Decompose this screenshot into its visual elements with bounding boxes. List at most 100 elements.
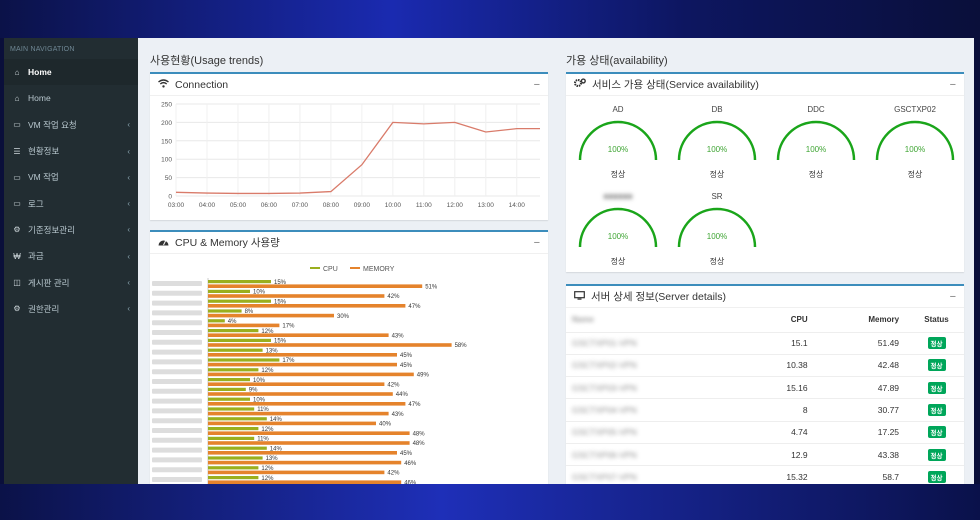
memory-bar [208, 421, 376, 426]
memory-bar [208, 470, 385, 475]
cpu-bar [208, 329, 259, 333]
cpu-cell: 15.32 [747, 465, 818, 484]
gauge-percent: 100% [607, 145, 629, 154]
gauge-name: DDC [807, 105, 825, 114]
sidebar-item-1[interactable]: ⌂ Home [4, 85, 138, 111]
server-name-cell: GSCTXP06-VPN [566, 442, 748, 466]
sidebar-item-label: Home [28, 67, 52, 78]
sidebar-item-3[interactable]: ☰ 현황정보 ‹ [4, 138, 138, 164]
cpu-bar-label: 14% [270, 417, 283, 423]
cpu-cell: 12.9 [747, 442, 818, 466]
memory-cell: 51.49 [817, 331, 910, 355]
cpu-bar-label: 15% [274, 299, 287, 305]
wifi-icon [158, 78, 169, 91]
memory-bar-label: 45% [400, 353, 413, 359]
table-row[interactable]: GSCTXP04-VPN 8 30.77 정상 [566, 398, 964, 422]
sidebar-item-5[interactable]: ▭ 로그 ‹ [4, 190, 138, 216]
cpu-bar-label: 11% [257, 437, 269, 443]
category-label-redacted [152, 477, 202, 482]
memory-bar-label: 48% [413, 441, 426, 447]
memory-bar [208, 313, 334, 318]
category-label-redacted [152, 290, 202, 296]
server-name-cell: GSCTXP04-VPN [566, 398, 748, 422]
cpu-bar-label: 17% [282, 358, 295, 364]
table-row[interactable]: GSCTXP02-VPN 10.38 42.48 정상 [566, 353, 964, 377]
connection-collapse-button[interactable]: − [533, 78, 540, 91]
sidebar-menu: ⌂ Home ⌂ Home ▭ VM 작업 요청 ‹ ☰ 현황정보 ‹ ▭ VM 작업 ‹ ▭ 로그 ‹ ⚙ 기준… [4, 59, 138, 322]
server-name-cell: GSCTXP07-VPN [566, 465, 748, 484]
x-tick-label: 12:00 [447, 202, 464, 209]
cpu-bar [208, 456, 263, 460]
table-row[interactable]: GSCTXP07-VPN 15.32 58.7 정상 [566, 465, 964, 484]
table-row[interactable]: GSCTXP01-VPN 15.1 51.49 정상 [566, 331, 964, 355]
cpu-memory-bar-chart: CPU MEMORY 15% 51% 10% 42% 15% 47% 8% 30% 4% 17% 12%… [152, 266, 467, 484]
cpu-bar [208, 309, 242, 313]
table-row[interactable]: GSCTXP06-VPN 12.9 43.38 정상 [566, 442, 964, 466]
server-name-cell: GSCTXP05-VPN [566, 420, 748, 444]
x-tick-label: 14:00 [509, 202, 526, 209]
memory-cell: 47.89 [817, 376, 910, 399]
cpu-bar [208, 299, 271, 303]
category-label-redacted [152, 281, 202, 286]
memory-cell: 43.38 [817, 442, 910, 466]
sidebar-item-0[interactable]: ⌂ Home [4, 59, 138, 86]
memory-bar-label: 17% [282, 324, 295, 330]
service-gauge: ■■■■■■ 100% 정상 [570, 191, 666, 267]
gauge-percent: 100% [607, 232, 629, 241]
cpu-cell: 15.1 [747, 331, 818, 355]
memory-bar-label: 47% [408, 402, 421, 408]
cpu-bar [208, 427, 259, 431]
sidebar-item-7[interactable]: ₩ 과금 ‹ [4, 243, 138, 269]
server-details-collapse-button[interactable]: − [949, 290, 956, 303]
service-availability-collapse-button[interactable]: − [949, 78, 956, 91]
gauge-percent: 100% [706, 145, 728, 154]
category-label-redacted [152, 437, 202, 443]
x-tick-label: 04:00 [199, 202, 216, 209]
category-label-redacted [152, 428, 202, 433]
cpu-bar-label: 9% [249, 388, 258, 394]
cpu-bar [208, 397, 250, 401]
gauge-status: 정상 [907, 170, 923, 179]
status-cell: 정상 [909, 353, 964, 377]
chevron-left-icon: ‹ [127, 146, 130, 156]
memory-bar [208, 411, 389, 416]
memory-bar [208, 333, 389, 337]
name-column-header: Name [572, 315, 594, 325]
chevron-left-icon: ‹ [127, 120, 130, 130]
table-row[interactable]: GSCTXP03-VPN 15.16 47.89 정상 [566, 376, 964, 399]
status-badge: 정상 [927, 448, 946, 461]
memory-bar [208, 392, 393, 396]
status-cell: 정상 [909, 420, 964, 444]
server-name-cell: GSCTXP03-VPN [566, 376, 748, 399]
memory-bar [208, 480, 402, 484]
sidebar-item-9[interactable]: ⚙ 권한관리 ‹ [4, 296, 138, 322]
cpu-bar [208, 368, 259, 372]
category-label-redacted [152, 467, 202, 473]
cpu-column-header: CPU [790, 315, 808, 325]
gauge-status: 정상 [709, 170, 725, 179]
cpu-memory-collapse-button[interactable]: − [533, 236, 540, 249]
y-tick-label: 250 [161, 102, 172, 109]
memory-bar [208, 460, 402, 465]
cpu-memory-box-header: CPU & Memory 사용량 − [150, 232, 548, 254]
sidebar-item-6[interactable]: ⚙ 기준정보관리 ‹ [4, 217, 138, 243]
cpu-bar [208, 348, 263, 352]
gauge-arc [776, 120, 856, 161]
sidebar-item-8[interactable]: ◫ 게시판 관리 ‹ [4, 269, 138, 295]
cpu-bar [208, 417, 267, 421]
sidebar-item-4[interactable]: ▭ VM 작업 ‹ [4, 164, 138, 190]
sidebar-item-2[interactable]: ▭ VM 작업 요청 ‹ [4, 112, 138, 138]
gauge-name: AD [612, 105, 624, 114]
x-tick-label: 05:00 [230, 202, 247, 209]
cpu-bar-label: 13% [266, 348, 279, 354]
category-label-redacted [152, 457, 202, 463]
memory-bar-label: 42% [387, 382, 400, 388]
cpu-cell: 8 [747, 398, 818, 422]
connection-box-header: Connection − [150, 74, 548, 96]
x-tick-label: 08:00 [323, 202, 340, 209]
status-badge: 정상 [927, 359, 946, 372]
status-cell: 정상 [909, 398, 964, 422]
memory-bar [208, 294, 385, 298]
table-row[interactable]: GSCTXP05-VPN 4.74 17.25 정상 [566, 420, 964, 444]
gears-icon: ⚙ [13, 304, 21, 314]
